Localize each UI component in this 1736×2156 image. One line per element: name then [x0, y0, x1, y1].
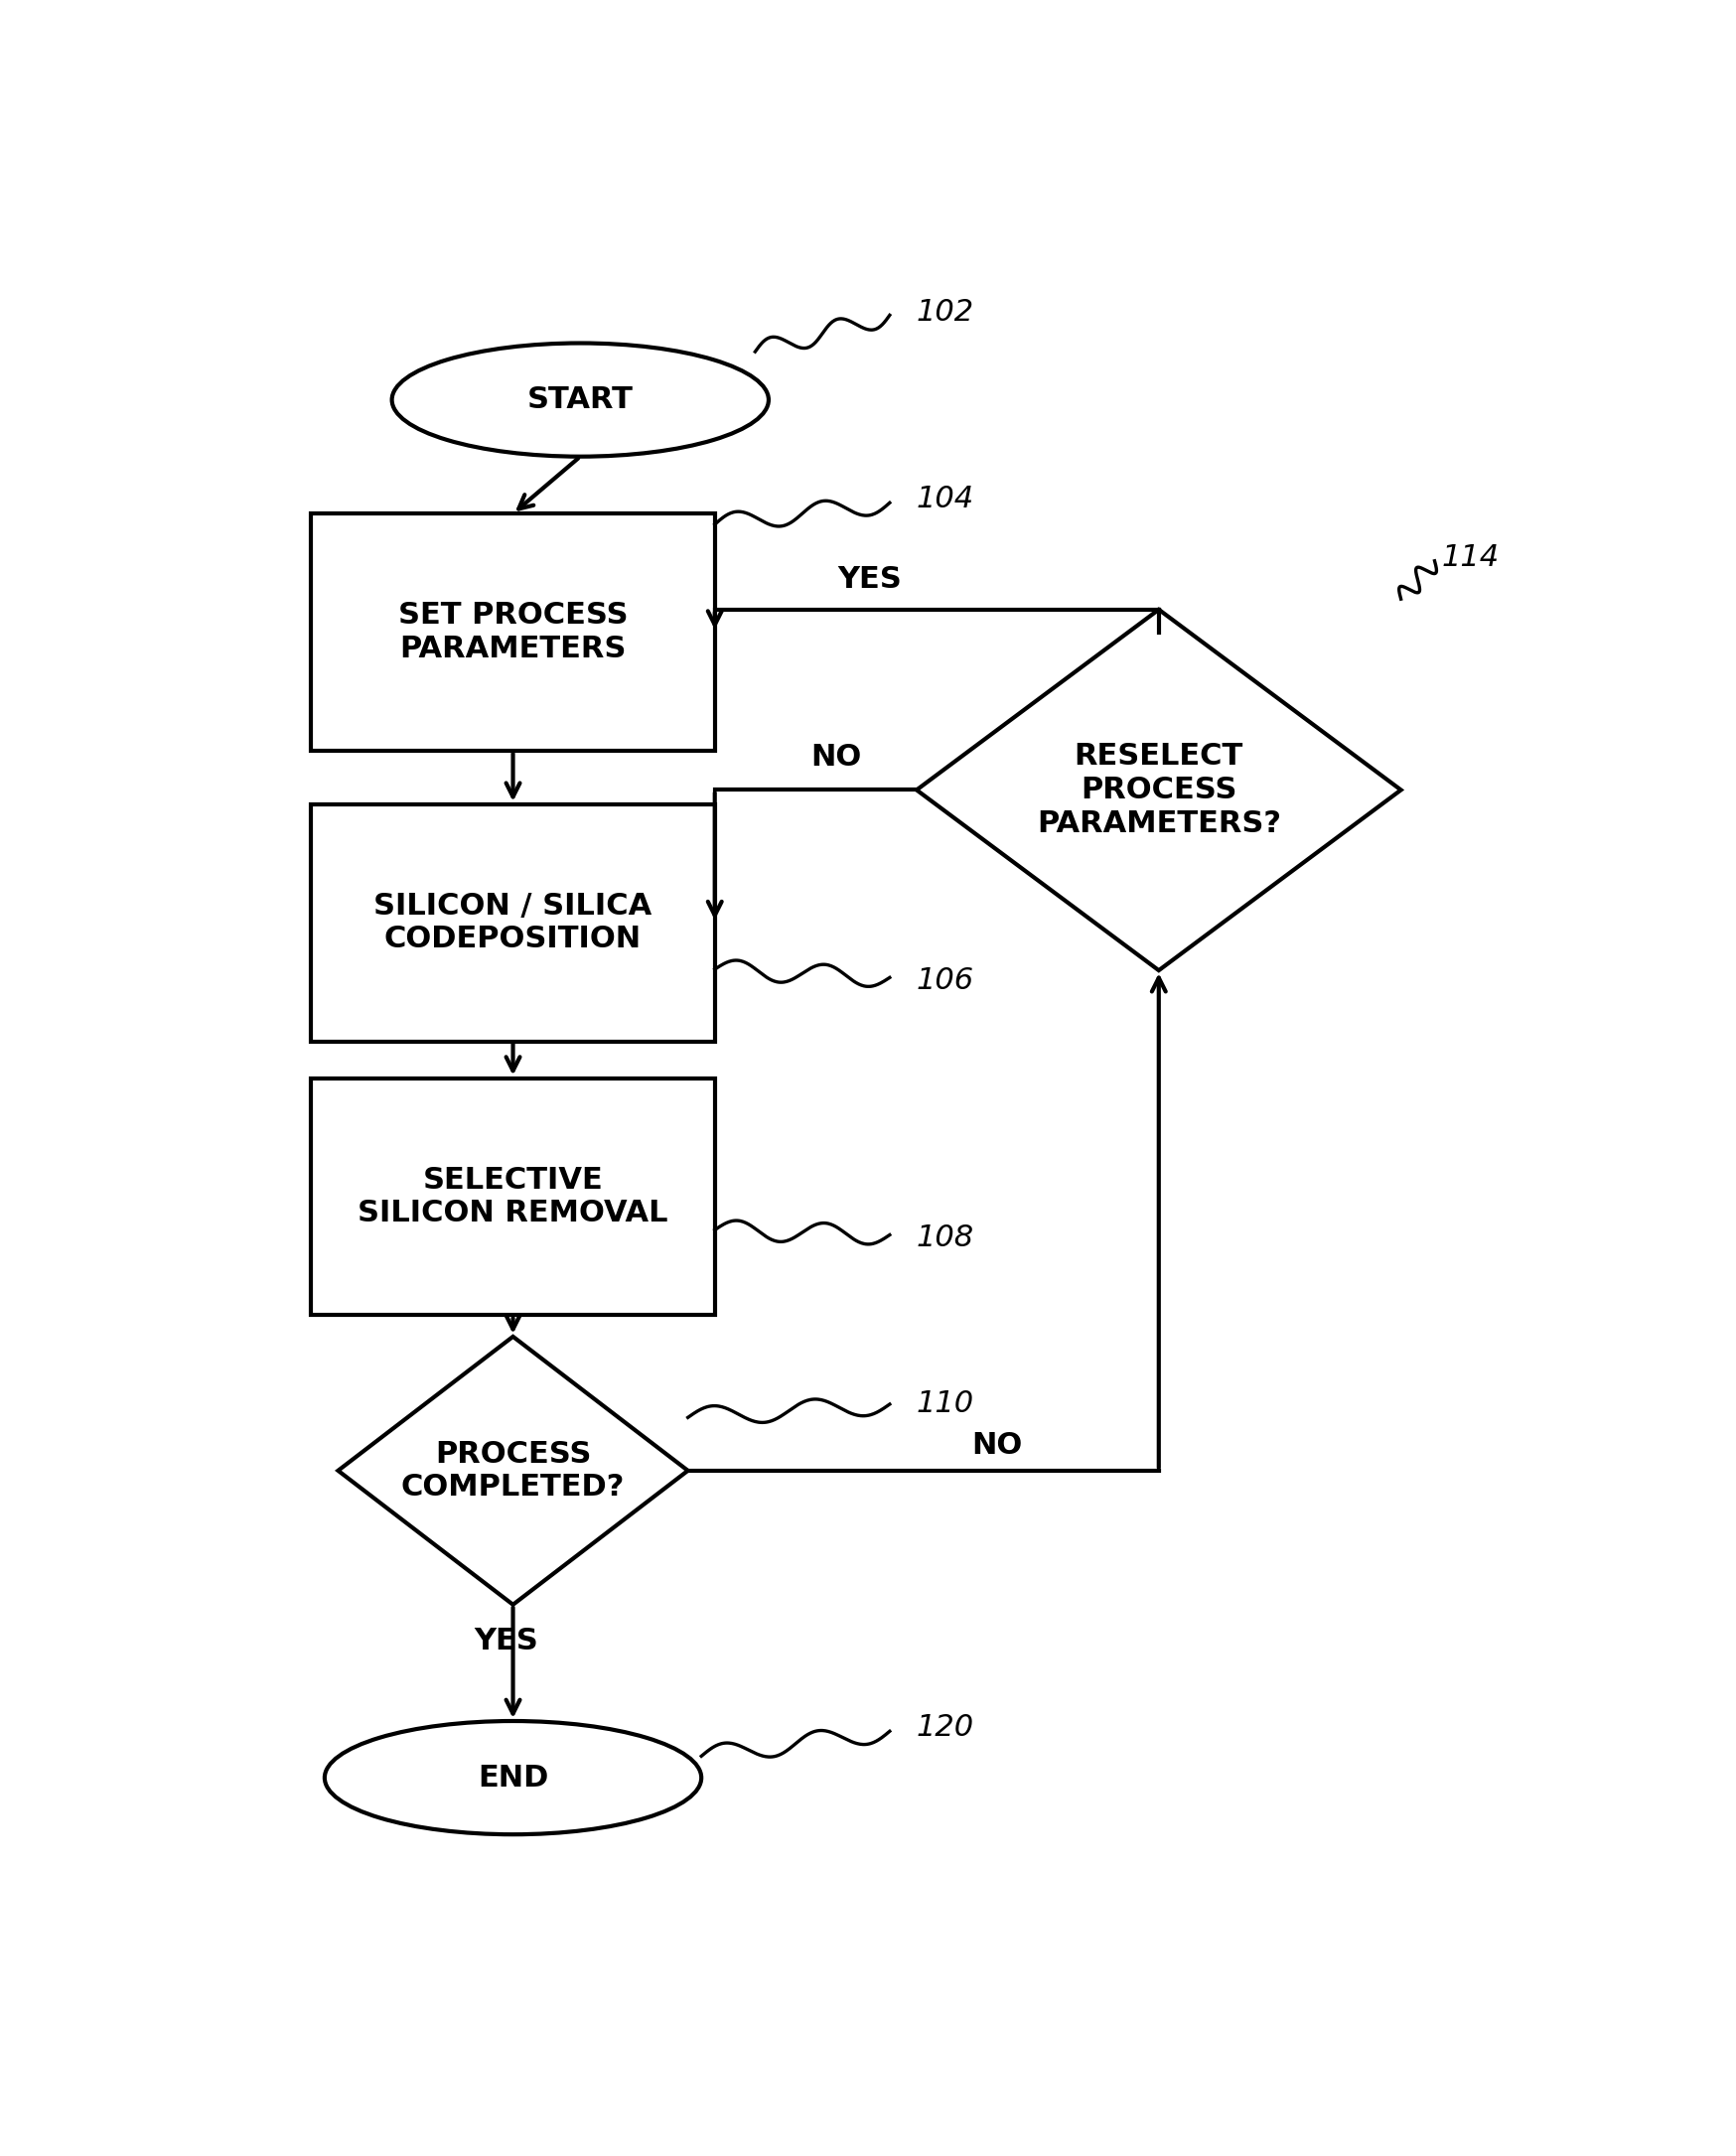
Text: 110: 110 [917, 1391, 974, 1419]
Text: 108: 108 [917, 1225, 974, 1253]
Text: 102: 102 [917, 298, 974, 326]
Text: 106: 106 [917, 966, 974, 996]
Text: 120: 120 [917, 1714, 974, 1742]
Text: RESELECT
PROCESS
PARAMETERS?: RESELECT PROCESS PARAMETERS? [1036, 742, 1281, 839]
Text: YES: YES [474, 1628, 538, 1656]
Text: PROCESS
COMPLETED?: PROCESS COMPLETED? [401, 1440, 625, 1503]
Text: SILICON / SILICA
CODEPOSITION: SILICON / SILICA CODEPOSITION [373, 893, 653, 953]
Bar [311, 513, 715, 750]
Bar [311, 804, 715, 1041]
Text: SET PROCESS
PARAMETERS: SET PROCESS PARAMETERS [398, 602, 628, 664]
Text: 114: 114 [1441, 543, 1500, 571]
Text: NO: NO [811, 742, 861, 772]
Text: YES: YES [837, 565, 901, 595]
Text: 104: 104 [917, 485, 974, 513]
Text: START: START [528, 386, 634, 414]
Text: NO: NO [972, 1432, 1023, 1460]
Bar [311, 1078, 715, 1315]
Text: END: END [477, 1764, 549, 1792]
Text: SELECTIVE
SILICON REMOVAL: SELECTIVE SILICON REMOVAL [358, 1166, 668, 1227]
